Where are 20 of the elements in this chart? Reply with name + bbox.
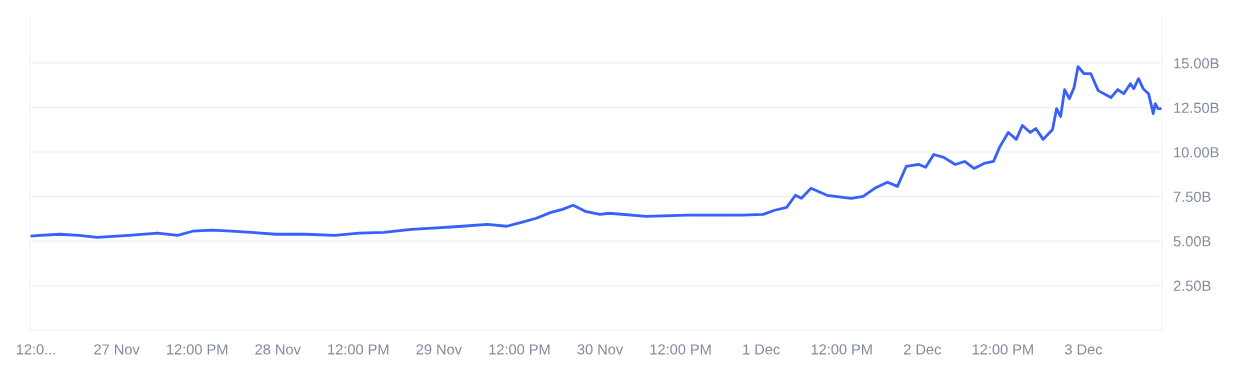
- y-tick-label: 5.00B: [1173, 236, 1211, 247]
- x-tick-label: 12:00 PM: [972, 344, 1033, 355]
- x-tick-label: 28 Nov: [255, 344, 301, 355]
- x-tick-label: 12:00 PM: [328, 344, 389, 355]
- x-tick-label: 12:0...: [16, 344, 55, 355]
- x-tick-label: 12:00 PM: [167, 344, 228, 355]
- x-tick-label: 2 Dec: [903, 344, 941, 355]
- y-tick-label: 7.50B: [1173, 191, 1211, 202]
- y-tick-label: 12.50B: [1174, 102, 1219, 113]
- x-tick-label: 29 Nov: [416, 344, 462, 355]
- x-tick-label: 12:00 PM: [489, 344, 550, 355]
- y-tick-label: 2.50B: [1173, 280, 1211, 291]
- x-tick-label: 1 Dec: [743, 344, 780, 355]
- x-tick-label: 27 Nov: [94, 344, 140, 355]
- x-tick-label: 12:00 PM: [650, 344, 711, 355]
- x-tick-label: 3 Dec: [1064, 344, 1103, 355]
- y-tick-label: 10.00B: [1174, 147, 1219, 158]
- x-tick-label: 12:00 PM: [811, 344, 872, 355]
- x-tick-label: 30 Nov: [577, 344, 624, 355]
- y-tick-label: 15.00B: [1174, 58, 1219, 69]
